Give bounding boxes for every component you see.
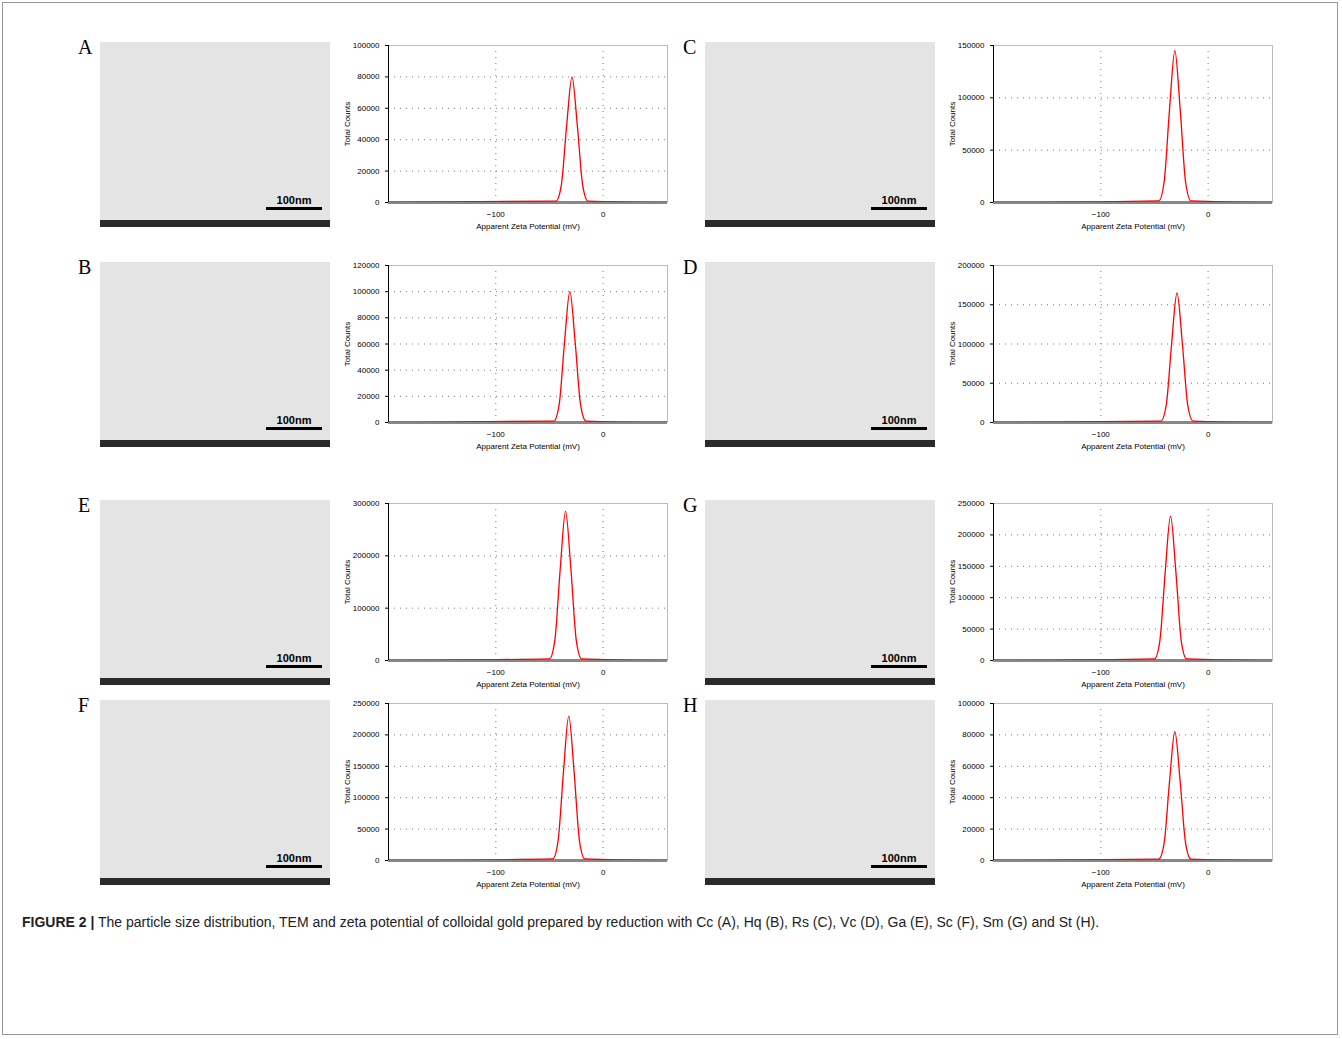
svg-text:100nm: 100nm xyxy=(882,414,917,426)
svg-text:250000: 250000 xyxy=(353,699,380,708)
svg-text:−100: −100 xyxy=(1092,868,1111,877)
svg-text:60000: 60000 xyxy=(962,762,985,771)
svg-text:0: 0 xyxy=(375,656,380,665)
svg-text:200000: 200000 xyxy=(353,551,380,560)
svg-text:100nm: 100nm xyxy=(277,414,312,426)
svg-text:150000: 150000 xyxy=(958,41,985,50)
html-text:A: A xyxy=(78,36,93,58)
svg-text:Total Counts: Total Counts xyxy=(343,760,352,804)
svg-text:−100: −100 xyxy=(487,668,506,677)
html-text:E: E xyxy=(78,494,91,516)
svg-text:20000: 20000 xyxy=(962,825,985,834)
svg-text:80000: 80000 xyxy=(357,72,380,81)
svg-text:Apparent Zeta Potential (mV): Apparent Zeta Potential (mV) xyxy=(1081,442,1185,451)
svg-text:40000: 40000 xyxy=(357,366,380,375)
svg-text:80000: 80000 xyxy=(962,730,985,739)
svg-text:60000: 60000 xyxy=(357,340,380,349)
svg-text:120000: 120000 xyxy=(353,261,380,270)
svg-text:−100: −100 xyxy=(487,868,506,877)
svg-text:0: 0 xyxy=(1206,430,1211,439)
svg-text:150000: 150000 xyxy=(353,762,380,771)
svg-text:250000: 250000 xyxy=(958,499,985,508)
svg-text:100nm: 100nm xyxy=(882,194,917,206)
svg-text:100000: 100000 xyxy=(958,93,985,102)
html-text:D: D xyxy=(683,256,698,278)
svg-text:Apparent Zeta Potential (mV): Apparent Zeta Potential (mV) xyxy=(1081,680,1185,689)
svg-text:20000: 20000 xyxy=(357,392,380,401)
svg-text:100000: 100000 xyxy=(958,593,985,602)
svg-text:100nm: 100nm xyxy=(277,852,312,864)
svg-text:50000: 50000 xyxy=(357,825,380,834)
svg-text:200000: 200000 xyxy=(958,530,985,539)
svg-text:150000: 150000 xyxy=(958,562,985,571)
svg-text:0: 0 xyxy=(1206,668,1211,677)
svg-text:0: 0 xyxy=(980,418,985,427)
svg-text:100000: 100000 xyxy=(353,604,380,613)
svg-text:0: 0 xyxy=(375,198,380,207)
svg-text:−100: −100 xyxy=(1092,210,1111,219)
svg-text:Total Counts: Total Counts xyxy=(343,102,352,146)
svg-text:Total Counts: Total Counts xyxy=(948,760,957,804)
svg-text:100nm: 100nm xyxy=(882,652,917,664)
svg-text:0: 0 xyxy=(980,198,985,207)
html-text:F: F xyxy=(78,694,90,716)
svg-text:Apparent Zeta Potential (mV): Apparent Zeta Potential (mV) xyxy=(1081,880,1185,889)
svg-text:40000: 40000 xyxy=(962,793,985,802)
svg-text:−100: −100 xyxy=(487,430,506,439)
svg-text:0: 0 xyxy=(1206,868,1211,877)
svg-text:0: 0 xyxy=(601,430,606,439)
svg-text:50000: 50000 xyxy=(962,146,985,155)
svg-text:0: 0 xyxy=(601,210,606,219)
svg-text:−100: −100 xyxy=(1092,668,1111,677)
svg-text:−100: −100 xyxy=(1092,430,1111,439)
svg-text:100nm: 100nm xyxy=(882,852,917,864)
svg-text:200000: 200000 xyxy=(353,730,380,739)
svg-text:Total Counts: Total Counts xyxy=(948,560,957,604)
html-text:C: C xyxy=(683,36,697,58)
svg-text:0: 0 xyxy=(375,418,380,427)
svg-text:50000: 50000 xyxy=(962,379,985,388)
svg-text:Total Counts: Total Counts xyxy=(948,102,957,146)
svg-text:Total Counts: Total Counts xyxy=(343,322,352,366)
html-text:H: H xyxy=(683,694,698,716)
html-text:B: B xyxy=(78,256,92,278)
svg-text:100nm: 100nm xyxy=(277,652,312,664)
svg-text:Apparent Zeta Potential (mV): Apparent Zeta Potential (mV) xyxy=(1081,222,1185,231)
svg-text:100000: 100000 xyxy=(353,287,380,296)
svg-text:0: 0 xyxy=(375,856,380,865)
svg-text:Total Counts: Total Counts xyxy=(343,560,352,604)
svg-text:40000: 40000 xyxy=(357,135,380,144)
svg-text:Apparent Zeta Potential (mV): Apparent Zeta Potential (mV) xyxy=(476,222,580,231)
svg-text:100000: 100000 xyxy=(353,793,380,802)
svg-text:Apparent Zeta Potential (mV): Apparent Zeta Potential (mV) xyxy=(476,880,580,889)
svg-text:50000: 50000 xyxy=(962,625,985,634)
svg-text:200000: 200000 xyxy=(958,261,985,270)
svg-text:Apparent Zeta Potential (mV): Apparent Zeta Potential (mV) xyxy=(476,442,580,451)
svg-text:150000: 150000 xyxy=(958,300,985,309)
svg-text:60000: 60000 xyxy=(357,104,380,113)
svg-text:100nm: 100nm xyxy=(277,194,312,206)
svg-text:100000: 100000 xyxy=(353,41,380,50)
svg-text:80000: 80000 xyxy=(357,313,380,322)
svg-text:100000: 100000 xyxy=(958,699,985,708)
svg-text:Apparent Zeta Potential (mV): Apparent Zeta Potential (mV) xyxy=(476,680,580,689)
svg-text:0: 0 xyxy=(601,668,606,677)
svg-text:0: 0 xyxy=(980,656,985,665)
svg-text:300000: 300000 xyxy=(353,499,380,508)
svg-text:100000: 100000 xyxy=(958,340,985,349)
html-text:G: G xyxy=(683,494,698,516)
svg-text:0: 0 xyxy=(1206,210,1211,219)
svg-text:0: 0 xyxy=(601,868,606,877)
svg-text:−100: −100 xyxy=(487,210,506,219)
svg-text:Total Counts: Total Counts xyxy=(948,322,957,366)
svg-text:20000: 20000 xyxy=(357,167,380,176)
html-text:FIGURE 2 | The particle size d: FIGURE 2 | The particle size distributio… xyxy=(22,914,1100,930)
svg-text:0: 0 xyxy=(980,856,985,865)
